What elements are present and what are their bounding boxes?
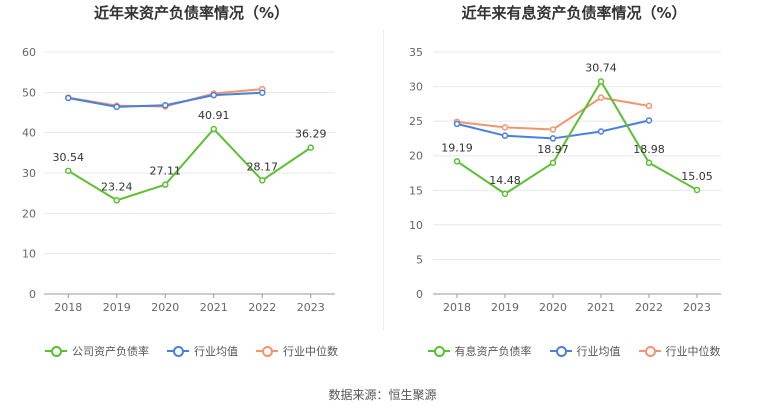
data-point [210,91,217,99]
legend-item[interactable]: 行业均值 [549,343,621,359]
data-point [307,144,314,151]
data-label: 18.97 [537,143,569,156]
y-tick-label: 35 [409,46,423,59]
y-tick-label: 10 [409,219,423,232]
chart-right: 0 5 10 15 20 25 30 35 2018 2019 2020 2021 2022 2023 19… [409,46,721,314]
data-label: 40.91 [198,109,230,122]
legend-swatch-icon [427,345,450,357]
data-point [162,101,169,109]
chart-title-left: 近年来资产负债率情况（%） [93,4,290,22]
legend-label: 行业中位数 [665,345,721,358]
legend-swatch-icon [256,345,278,357]
chart-panel-right: 近年来有息资产负债率情况（%） 0 5 10 15 20 25 30 35 2018 2019 20… [383,0,765,380]
chart-title-right: 近年来有息资产负债率情况（%） [461,4,687,22]
data-label: 27.11 [150,165,182,178]
series-line [456,79,698,196]
legend-label: 有息资产负债率 [454,345,532,358]
data-point [65,94,72,102]
data-point [549,135,557,142]
data-point [645,159,653,167]
legend-left: 公司资产负债率 行业均值 行业中位数 [0,343,383,359]
data-point [597,128,605,135]
data-point [453,120,461,128]
y-tick-label: 30 [409,81,423,94]
data-point [597,94,605,101]
legend-item[interactable]: 行业中位数 [638,343,721,359]
data-label: 23.24 [101,180,133,193]
data-point [65,167,72,175]
y-tick-label: 60 [22,46,36,59]
data-point [597,78,605,85]
chart-panel-left: 近年来资产负债率情况（%） 0 10 20 30 40 50 60 2018 2019 2020 2… [0,0,383,380]
x-tick-label: 2021 [587,301,615,314]
x-tick-label: 2022 [635,301,663,314]
legend-item[interactable]: 行业中位数 [256,343,338,359]
panel-divider [383,30,384,330]
y-tick-label: 25 [409,115,423,128]
data-label: 14.48 [489,174,521,187]
legend-right: 有息资产负债率 行业均值 行业中位数 [383,343,765,359]
legend-swatch-icon [45,345,67,357]
data-point [645,102,653,110]
x-tick-label: 2020 [539,301,567,314]
y-tick-label: 5 [416,253,423,266]
data-label: 30.74 [585,61,617,74]
x-tick-label: 2022 [248,301,276,314]
y-tick-label: 30 [22,167,36,180]
data-label: 15.05 [681,170,713,183]
data-label: 30.54 [53,151,85,164]
y-tick-label: 0 [29,288,36,301]
data-label: 36.29 [295,128,327,141]
data-point [645,117,653,124]
data-point [162,181,169,188]
data-point [549,126,557,133]
data-label: 19.19 [441,141,473,154]
x-tick-label: 2023 [683,301,711,314]
y-tick-label: 15 [409,184,423,197]
data-label: 18.98 [633,143,665,156]
data-point [501,124,509,131]
legend-label: 行业均值 [576,345,621,358]
x-tick-label: 2019 [491,301,519,314]
x-tick-label: 2023 [297,301,325,314]
data-point [693,186,701,194]
y-tick-label: 20 [22,207,36,220]
x-tick-label: 2018 [443,301,471,314]
y-tick-label: 10 [22,248,36,261]
data-label: 28.17 [247,160,279,173]
data-point [259,89,266,96]
y-tick-label: 20 [409,150,423,163]
data-point [549,159,557,167]
legend-item[interactable]: 公司资产负债率 [45,343,149,359]
legend-label: 行业中位数 [283,345,338,358]
data-point [210,125,217,133]
legend-swatch-icon [638,345,661,357]
y-tick-label: 0 [416,288,423,301]
y-tick-label: 50 [22,86,36,99]
data-point [113,197,120,204]
x-tick-label: 2019 [103,301,131,314]
data-source: 数据来源：恒生聚源 [328,388,437,402]
chart-left: 0 10 20 30 40 50 60 2018 2019 2020 2021 2022 2023 30.… [22,46,335,314]
legend-label: 行业均值 [194,345,238,358]
x-tick-label: 2018 [54,301,82,314]
legend-swatch-icon [167,345,189,357]
data-point [259,177,266,184]
legend-swatch-icon [549,345,572,357]
data-point [501,190,509,198]
legend-label: 公司资产负债率 [72,345,149,358]
y-tick-label: 40 [22,127,36,140]
data-point [113,103,120,111]
x-tick-label: 2021 [200,301,228,314]
x-tick-label: 2020 [151,301,179,314]
data-point [453,158,461,165]
legend-item[interactable]: 行业均值 [167,343,238,359]
legend-item[interactable]: 有息资产负债率 [427,343,532,359]
series-line [67,127,312,202]
data-point [501,132,509,139]
